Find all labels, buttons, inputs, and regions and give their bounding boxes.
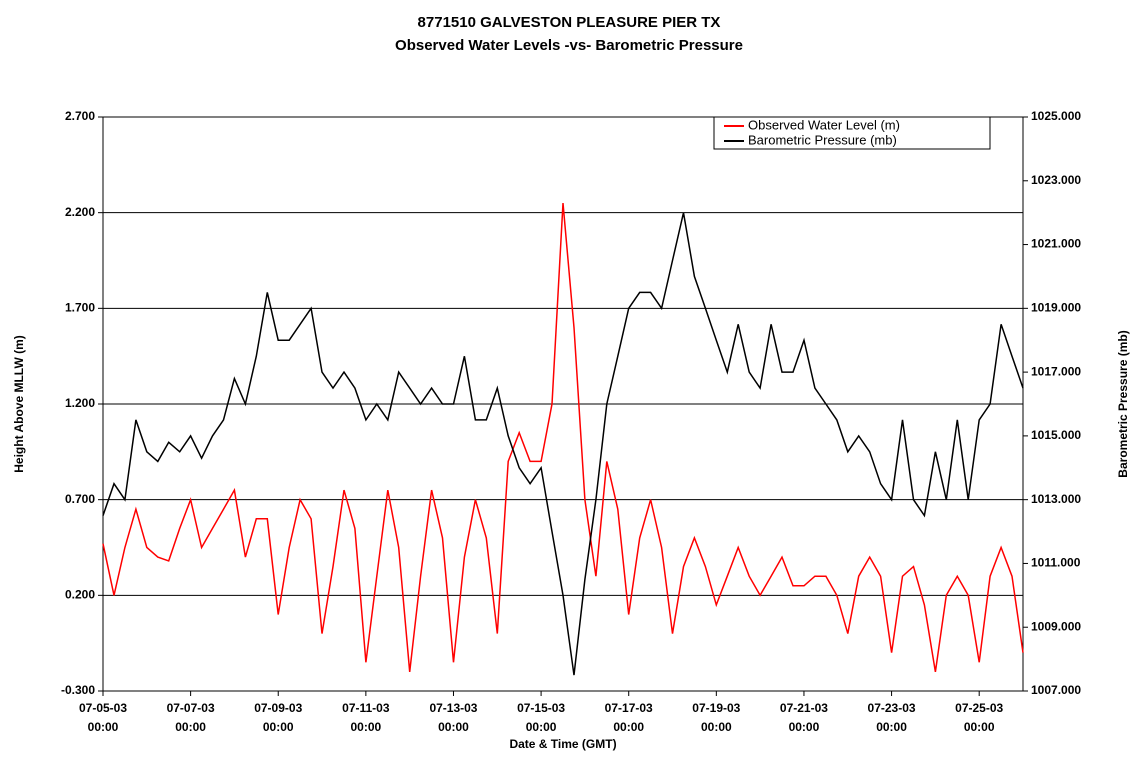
x-axis-label: Date & Time (GMT) [509, 737, 616, 751]
x-tick-label: 07-13-03 00:00 [429, 701, 478, 734]
plot-frame [102, 116, 1024, 692]
y-tick-label: -0.300 [61, 683, 95, 697]
y-tick-label: 0.200 [65, 588, 95, 602]
series-line [102, 203, 1024, 673]
x-tick-label: 07-25-03 00:00 [955, 701, 1004, 734]
y-tick-label: 0.700 [65, 492, 95, 506]
y2-tick-label: 1019.000 [1031, 301, 1081, 315]
y2-tick-label: 1023.000 [1031, 173, 1081, 187]
series-line [102, 212, 1024, 676]
x-tick-label: 07-17-03 00:00 [604, 701, 653, 734]
y2-tick-label: 1013.000 [1031, 492, 1081, 506]
x-tick-label: 07-19-03 00:00 [692, 701, 741, 734]
x-tick-label: 07-05-03 00:00 [78, 701, 128, 734]
x-tick-label: 07-23-03 00:00 [867, 701, 916, 734]
y2-tick-label: 1025.000 [1031, 109, 1081, 123]
x-tick-label: 07-09-03 00:00 [254, 701, 303, 734]
y-tick-label: 1.200 [65, 396, 95, 410]
y2-tick-label: 1007.000 [1031, 683, 1081, 697]
y-tick-label: 2.200 [65, 205, 95, 219]
y2-tick-label: 1009.000 [1031, 619, 1081, 633]
y2-tick-label: 1017.000 [1031, 364, 1081, 378]
y-tick-label: 1.700 [65, 301, 95, 315]
y-tick-label: 2.700 [65, 109, 95, 123]
x-tick-label: 07-07-03 00:00 [166, 701, 215, 734]
x-tick-label: 07-15-03 00:00 [517, 701, 566, 734]
legend-box [713, 116, 991, 150]
y2-tick-label: 1021.000 [1031, 237, 1081, 251]
y2-tick-label: 1011.000 [1031, 556, 1081, 570]
y2-tick-label: 1015.000 [1031, 428, 1081, 442]
legend-label: Barometric Pressure (mb) [748, 132, 897, 147]
chart-subtitle: Observed Water Levels -vs- Barometric Pr… [395, 37, 743, 54]
x-tick-label: 07-21-03 00:00 [779, 701, 828, 734]
chart-title: 8771510 GALVESTON PLEASURE PIER TX [418, 14, 721, 31]
legend-label: Observed Water Level (m) [748, 117, 900, 132]
y2-axis-label: Barometric Pressure (mb) [1116, 330, 1130, 477]
x-tick-label: 07-11-03 00:00 [342, 701, 390, 734]
y-axis-label: Height Above MLLW (m) [12, 335, 26, 473]
